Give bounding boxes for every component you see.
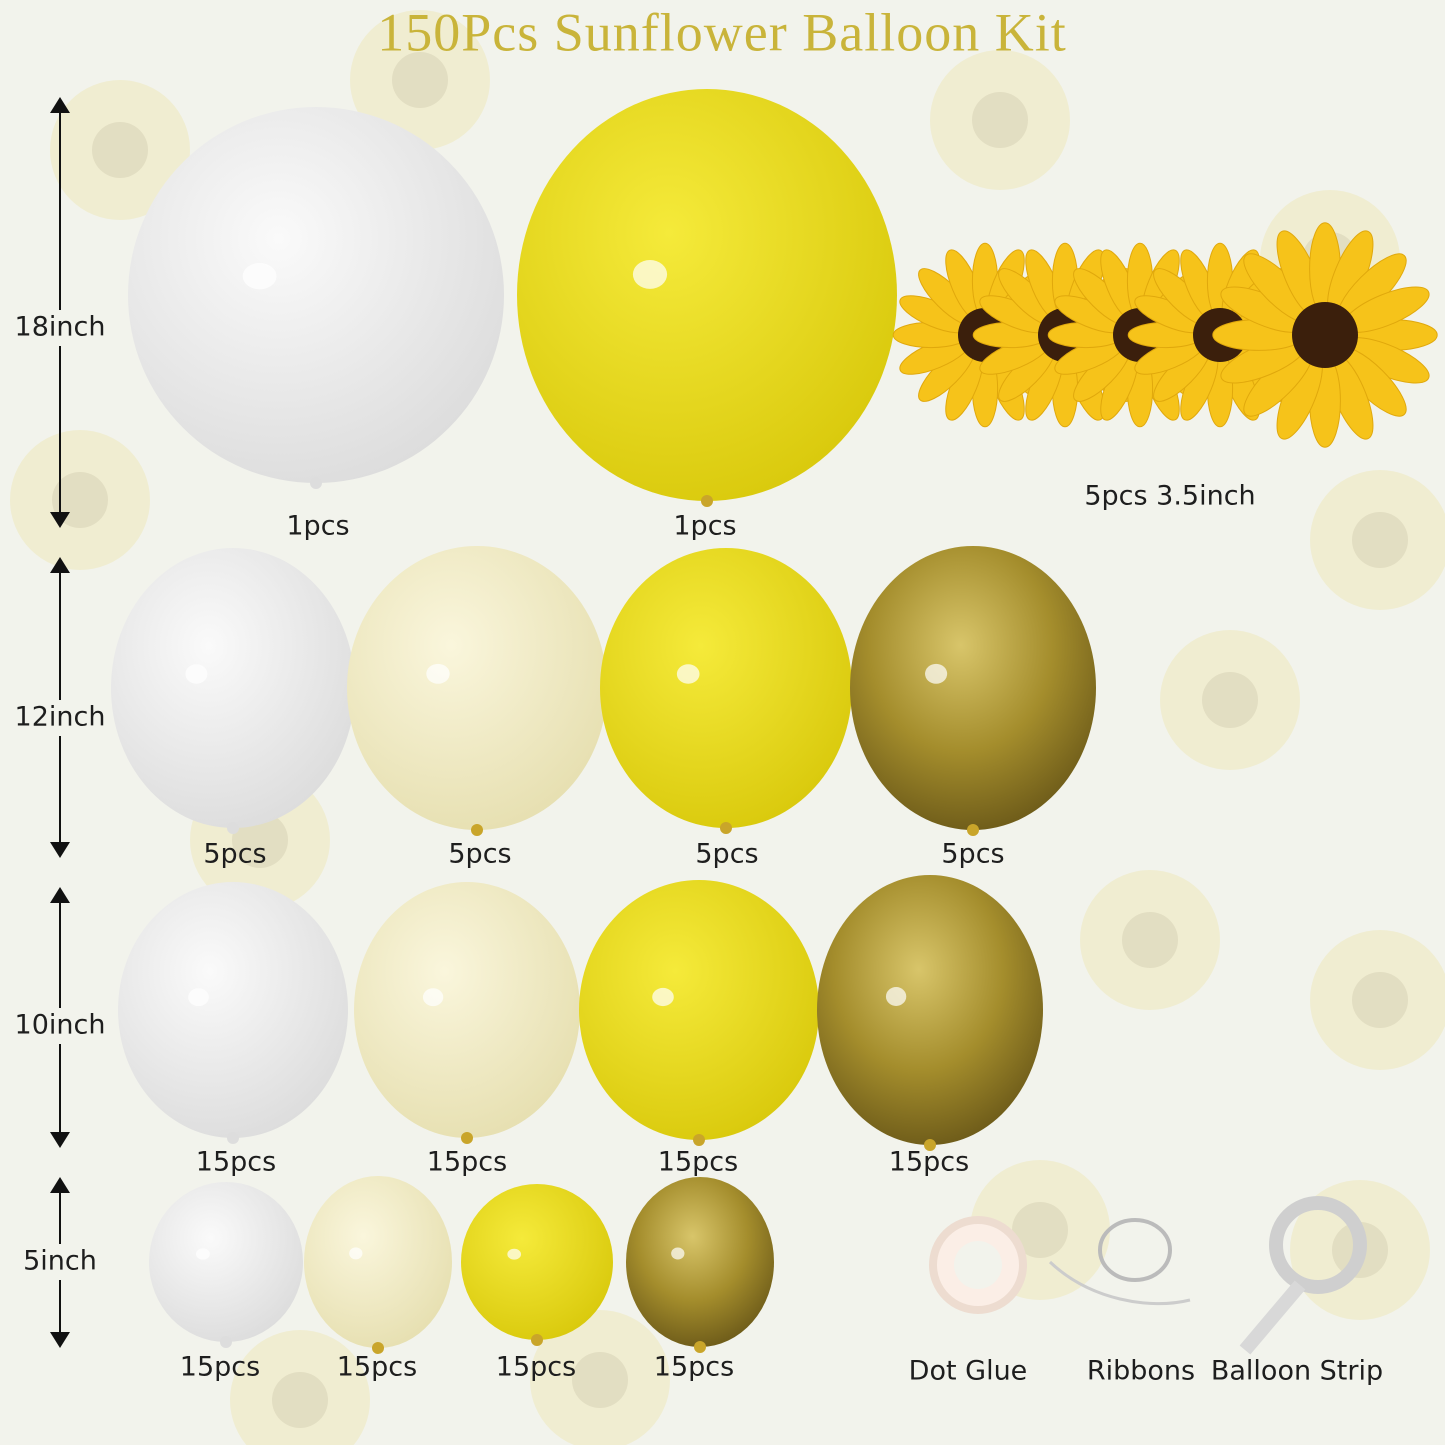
title: 150Pcs Sunflower Balloon Kit	[377, 2, 1066, 62]
balloon-highlight	[349, 1247, 363, 1260]
balloon-knot	[694, 1341, 706, 1353]
balloon-highlight	[671, 1247, 685, 1260]
count-label: 15pcs	[180, 1352, 260, 1383]
balloon	[111, 548, 355, 828]
balloon	[354, 882, 580, 1138]
count-label: 15pcs	[196, 1147, 276, 1178]
balloon	[850, 546, 1096, 830]
size-label: 5inch	[23, 1246, 97, 1277]
balloon-knot	[227, 822, 239, 834]
bg-flower-center	[1012, 1202, 1068, 1258]
bg-flower-center	[272, 1372, 328, 1428]
balloon-knot	[720, 822, 732, 834]
balloon-knot	[967, 824, 979, 836]
balloon	[118, 882, 348, 1138]
flower-center	[1292, 302, 1358, 368]
balloon-knot	[310, 477, 322, 489]
bg-flower-center	[572, 1352, 628, 1408]
strip-tail	[1239, 1280, 1306, 1355]
accessory-label: Balloon Strip	[1211, 1356, 1383, 1387]
balloon-highlight	[242, 263, 277, 290]
content: 18inch 1pcs 1pcs 12inch 5pcs 5pcs 5pcs 5pcs 10in…	[8, 89, 1438, 1387]
bg-flower-center	[1352, 512, 1408, 568]
count-label: 5pcs	[695, 839, 758, 870]
balloon-knot	[471, 824, 483, 836]
size-label-bg	[8, 310, 112, 346]
balloon-highlight	[676, 664, 700, 684]
ribbon-roll	[1098, 1218, 1172, 1282]
count-label: 1pcs	[673, 511, 736, 542]
ribbon	[1048, 1260, 1191, 1306]
glue-hole	[954, 1241, 1002, 1289]
balloon-highlight	[195, 1248, 210, 1260]
balloon	[347, 546, 607, 830]
balloon-knot	[372, 1342, 384, 1354]
balloon	[128, 107, 504, 483]
count-label: 5pcs	[203, 839, 266, 870]
balloon-knot	[461, 1132, 473, 1144]
balloon	[579, 880, 819, 1140]
count-label: 15pcs	[496, 1352, 576, 1383]
balloon-knot	[227, 1132, 239, 1144]
balloon-highlight	[885, 987, 907, 1006]
balloon-highlight	[652, 987, 674, 1007]
balloon-knot	[531, 1334, 543, 1346]
sunflower-label: 5pcs 3.5inch	[1084, 481, 1255, 512]
count-label: 15pcs	[654, 1352, 734, 1383]
count-label: 1pcs	[286, 511, 349, 542]
bg-flower-center	[1122, 912, 1178, 968]
size-label: 12inch	[15, 702, 106, 733]
balloon	[600, 548, 852, 828]
count-label: 15pcs	[427, 1147, 507, 1178]
bg-flower-center	[972, 92, 1028, 148]
balloon	[817, 875, 1043, 1145]
bg-flower-center	[92, 122, 148, 178]
size-label: 18inch	[15, 312, 106, 343]
size-label: 10inch	[15, 1010, 106, 1041]
accessory-label: Ribbons	[1087, 1356, 1195, 1387]
balloon-knot	[693, 1134, 705, 1146]
count-label: 15pcs	[337, 1352, 417, 1383]
balloon-highlight	[925, 663, 948, 684]
size-label-bg	[8, 1008, 112, 1044]
balloon-highlight	[507, 1248, 522, 1260]
strip-roll	[1269, 1196, 1367, 1294]
balloon	[517, 89, 897, 501]
count-label: 15pcs	[658, 1147, 738, 1178]
balloon	[461, 1184, 613, 1340]
bg-flower-center	[1202, 672, 1258, 728]
balloon	[304, 1176, 452, 1348]
balloon-knot	[924, 1139, 936, 1151]
balloon-knot	[701, 495, 713, 507]
bg-flower-center	[392, 52, 448, 108]
size-label-bg	[8, 1244, 112, 1280]
size-label-bg	[8, 700, 112, 736]
accessory-label: Dot Glue	[909, 1356, 1028, 1387]
sunflower	[1212, 222, 1438, 448]
bg-flower-center	[1352, 972, 1408, 1028]
count-label: 5pcs	[448, 839, 511, 870]
count-label: 5pcs	[941, 839, 1004, 870]
balloon-knot	[220, 1336, 232, 1348]
balloon-highlight	[632, 259, 668, 289]
balloon	[626, 1177, 774, 1347]
count-label: 15pcs	[889, 1147, 969, 1178]
balloon-highlight	[426, 663, 450, 684]
balloon-highlight	[185, 664, 208, 684]
balloon	[149, 1182, 303, 1342]
balloon-highlight	[422, 988, 444, 1007]
balloon-highlight	[188, 988, 209, 1007]
